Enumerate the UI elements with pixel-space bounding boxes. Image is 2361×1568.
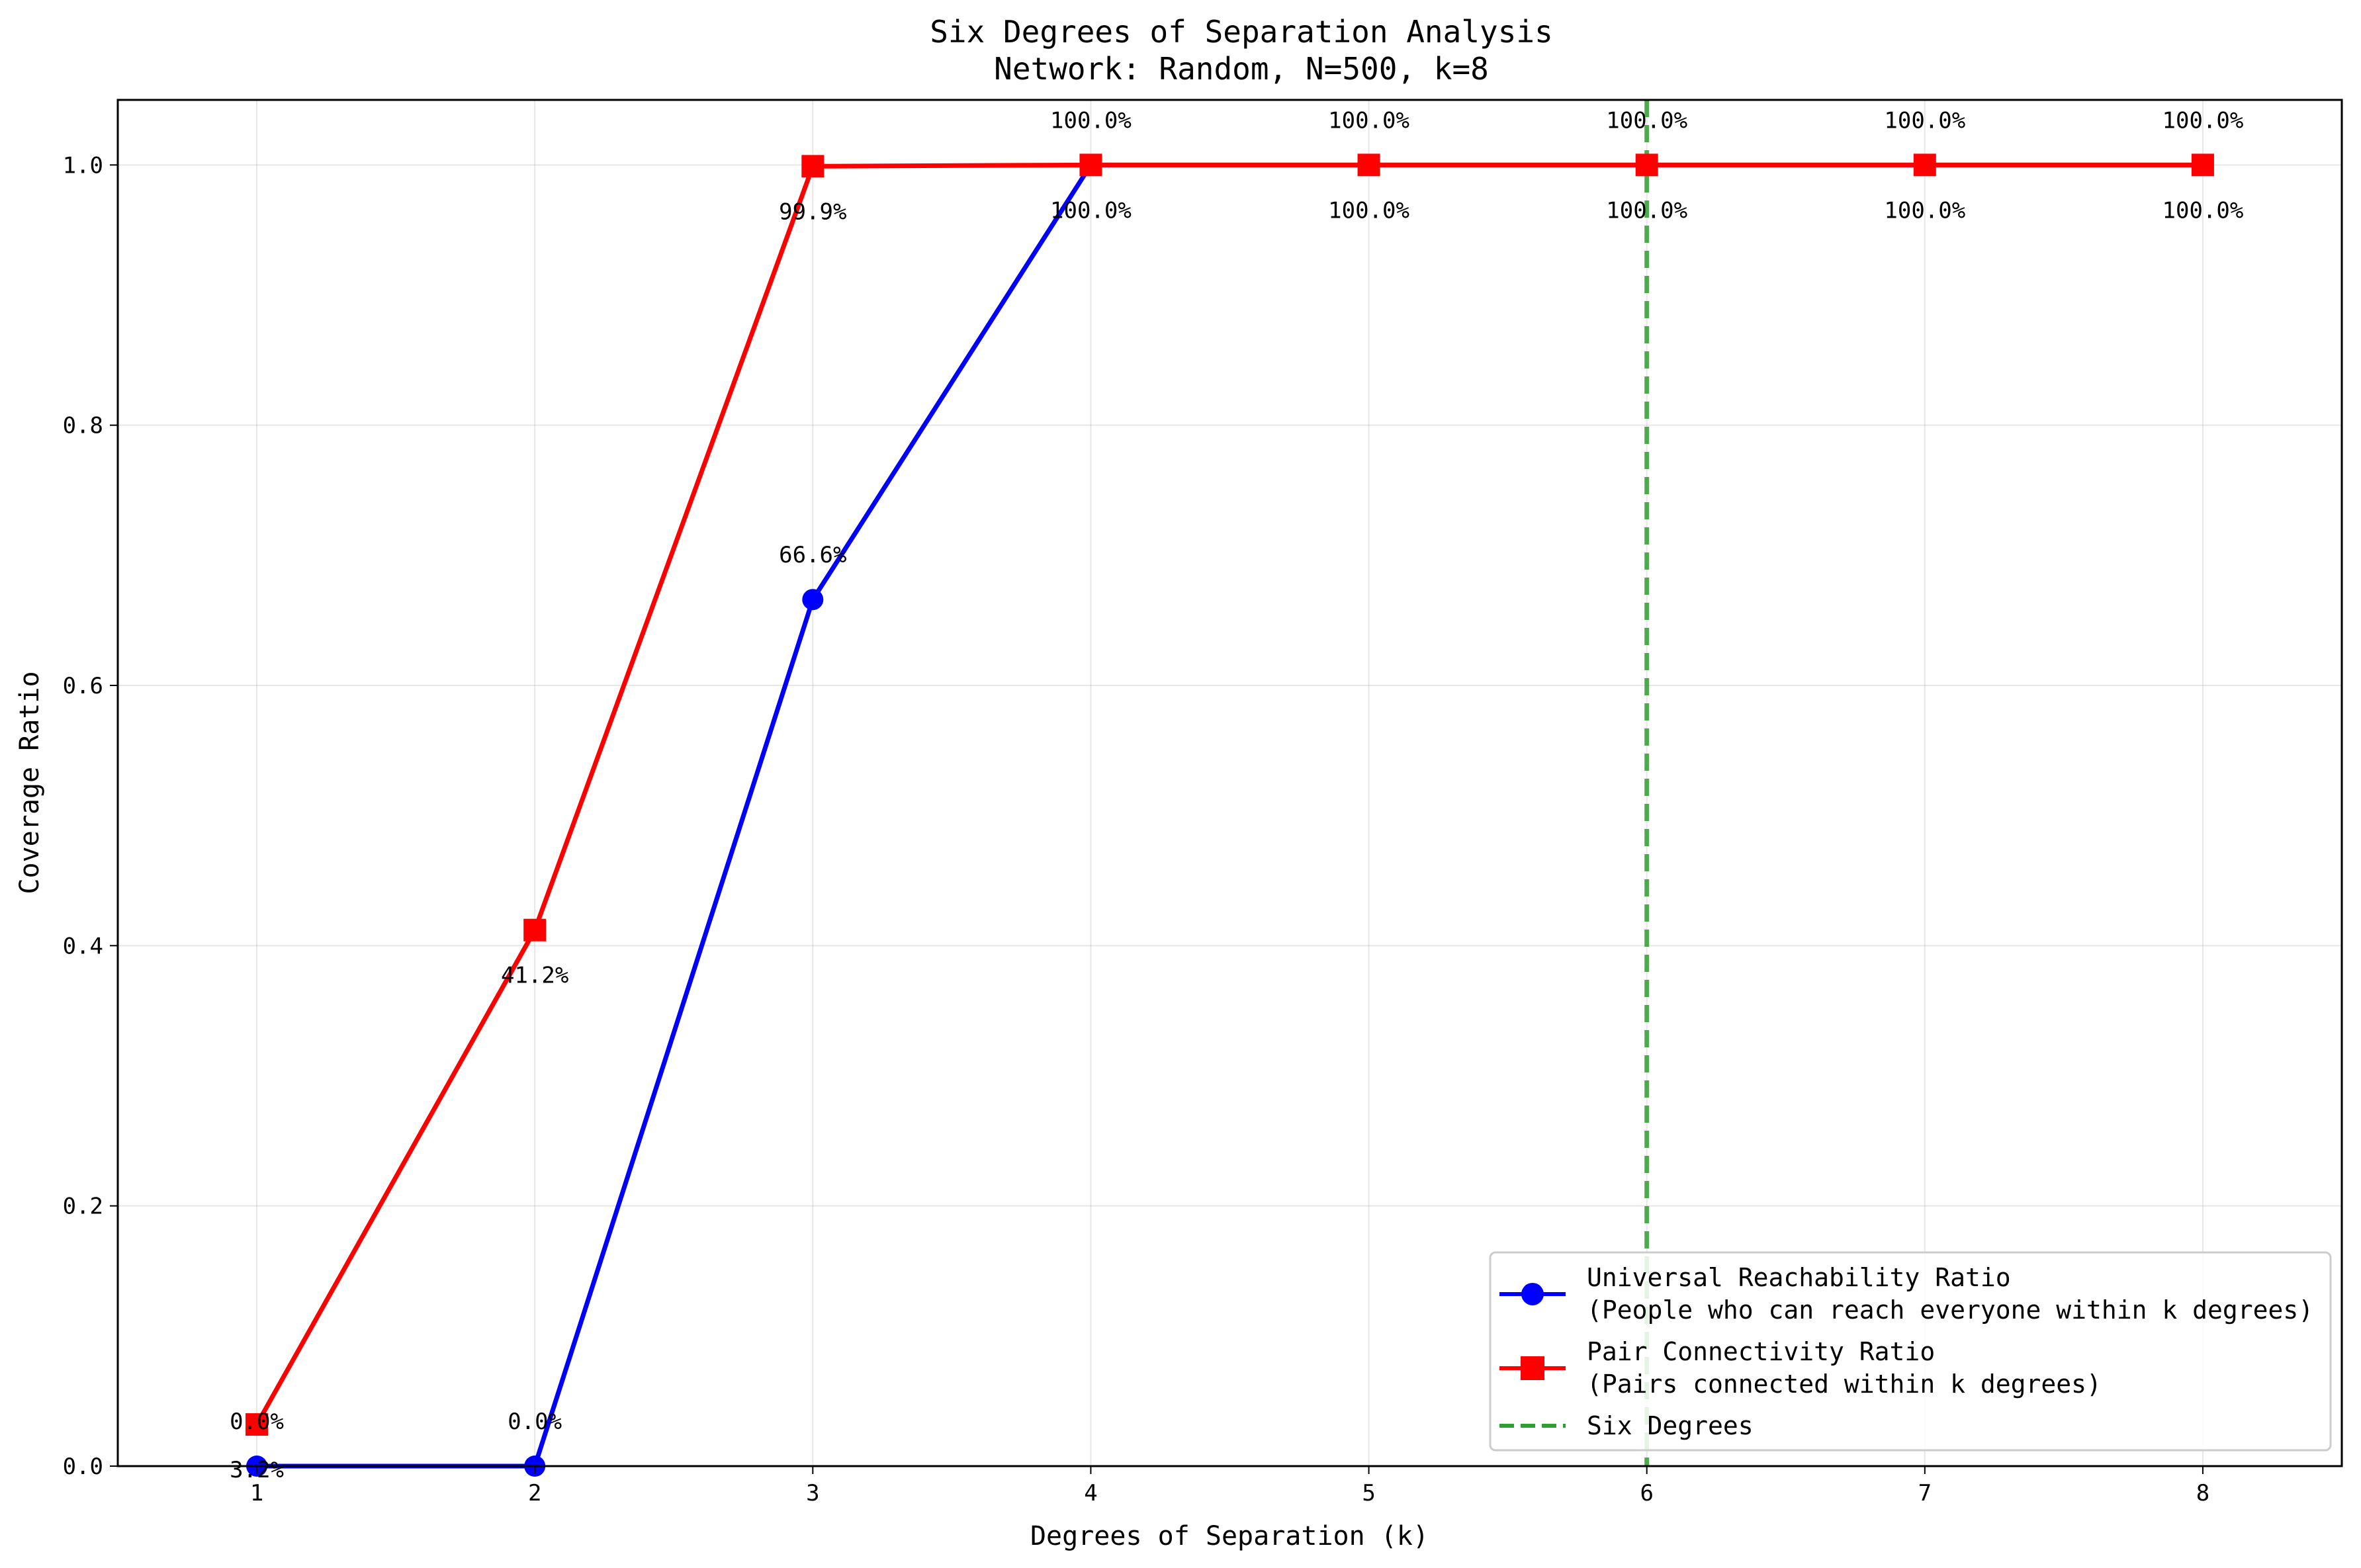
data-label-universal-2: 0.0% <box>508 1409 562 1435</box>
legend-label-pair-detail: (Pairs connected within k degrees) <box>1587 1370 2102 1399</box>
legend-label-six-degrees: Six Degrees <box>1587 1411 1754 1440</box>
x-tick-label-8: 8 <box>2196 1480 2209 1506</box>
point-pair-1 <box>245 1413 269 1436</box>
series-line-pair <box>255 162 2203 1426</box>
point-pair-7 <box>1913 153 1936 177</box>
x-tick-label-3: 3 <box>806 1480 819 1506</box>
data-label-universal-7: 100.0% <box>1884 107 1965 134</box>
point-universal-3 <box>802 589 824 611</box>
data-label-universal-6: 100.0% <box>1606 107 1687 134</box>
legend-swatch-pair-marker <box>1521 1356 1544 1380</box>
y-tick-label-0.0: 0.0 <box>63 1454 103 1480</box>
x-tick-label-6: 6 <box>1640 1480 1653 1506</box>
x-tick-label-7: 7 <box>1918 1480 1932 1506</box>
data-label-universal-3: 66.6% <box>779 542 846 568</box>
data-label-universal-1: 0.0% <box>230 1409 284 1435</box>
x-tick-label-4: 4 <box>1084 1480 1097 1506</box>
data-label-pair-6: 100.0% <box>1606 197 1687 224</box>
chart-title: Six Degrees of Separation Analysis <box>930 14 1553 50</box>
point-pair-6 <box>1635 153 1658 177</box>
x-tick-label-2: 2 <box>528 1480 541 1506</box>
data-label-universal-8: 100.0% <box>2162 107 2244 134</box>
data-label-pair-2: 41.2% <box>501 963 568 989</box>
x-tick-label-1: 1 <box>250 1480 263 1506</box>
data-label-pair-4: 100.0% <box>1050 197 1132 224</box>
x-axis-ticks: 1 2 3 4 5 6 7 8 <box>250 1466 2209 1506</box>
plot-frame <box>116 99 2343 1467</box>
series-group <box>245 153 2214 1477</box>
y-tick-label-1.0: 1.0 <box>63 152 103 179</box>
data-label-universal-4: 100.0% <box>1050 107 1132 134</box>
y-tick-label-0.6: 0.6 <box>63 673 103 699</box>
legend-frame <box>1489 1251 2332 1452</box>
y-axis-ticks: 0.0 0.2 0.4 0.6 0.8 1.0 <box>63 152 118 1480</box>
data-labels-group: 0.0% 0.0% 66.6% 100.0% 100.0% 100.0% 100.0% 100… <box>230 107 2243 1483</box>
legend-swatch-universal-marker <box>1521 1283 1544 1305</box>
legend-label-pair: Pair Connectivity Ratio <box>1587 1337 1935 1366</box>
y-tick-label-0.8: 0.8 <box>63 413 103 439</box>
chart-subtitle: Network: Random, N=500, k=8 <box>994 51 1489 87</box>
data-label-universal-5: 100.0% <box>1328 107 1409 134</box>
point-pair-5 <box>1357 153 1380 177</box>
y-tick-label-0.2: 0.2 <box>63 1194 103 1220</box>
data-label-pair-5: 100.0% <box>1328 197 1409 224</box>
data-label-pair-8: 100.0% <box>2162 197 2244 224</box>
point-pair-4 <box>1079 153 1102 177</box>
y-axis-label: Coverage Ratio <box>15 671 45 894</box>
point-pair-2 <box>523 918 547 941</box>
point-pair-8 <box>2191 153 2214 177</box>
data-label-pair-7: 100.0% <box>1884 197 1965 224</box>
point-pair-3 <box>801 155 824 178</box>
y-tick-label-0.4: 0.4 <box>63 933 103 959</box>
legend: Universal Reachability Ratio (People who… <box>1489 1251 2332 1452</box>
x-tick-label-5: 5 <box>1362 1480 1375 1506</box>
legend-label-universal: Universal Reachability Ratio <box>1587 1263 2011 1292</box>
x-axis-label: Degrees of Separation (k) <box>1030 1521 1429 1551</box>
data-label-pair-3: 99.9% <box>779 198 846 225</box>
legend-label-universal-detail: (People who can reach everyone within k … <box>1587 1295 2313 1325</box>
